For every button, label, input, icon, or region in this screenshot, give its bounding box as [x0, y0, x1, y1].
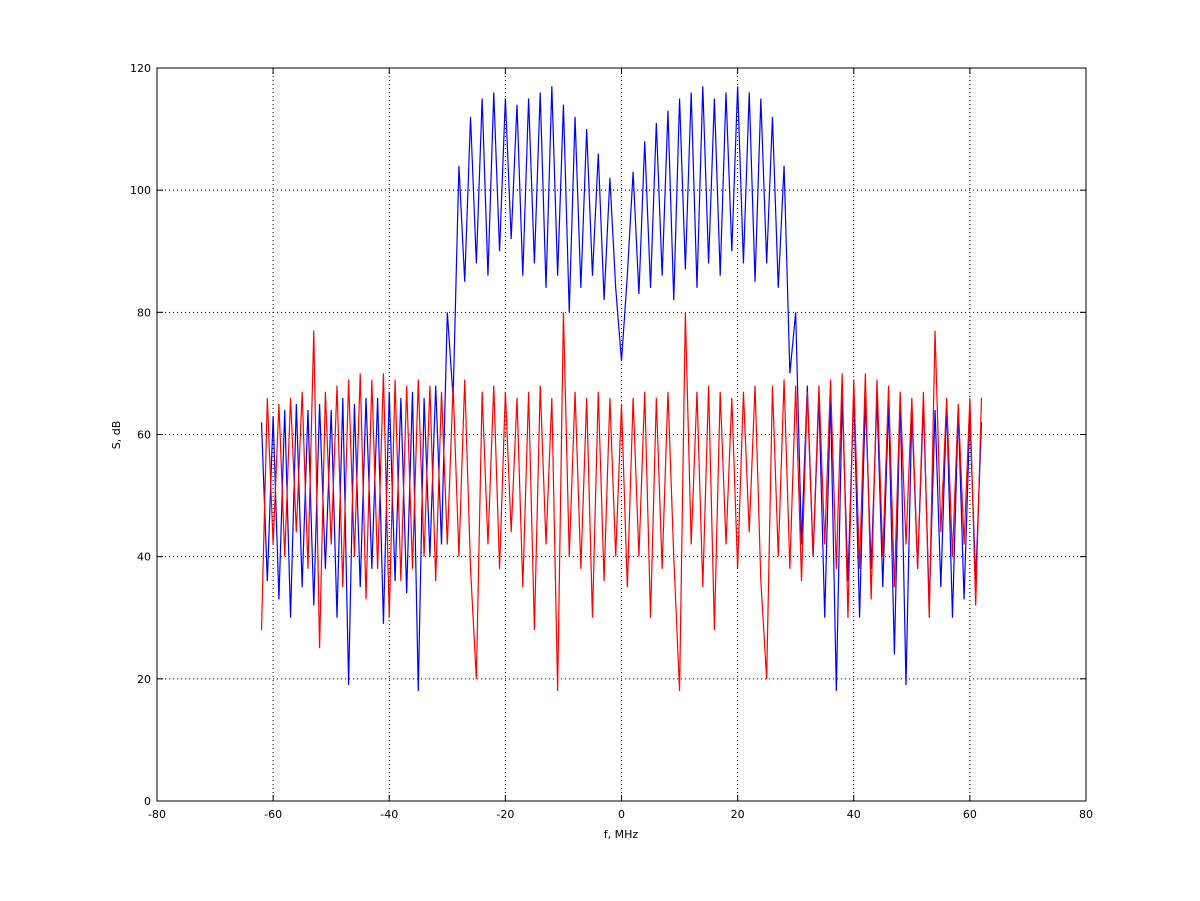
x-tick-label: 60 — [963, 808, 977, 821]
x-tick-label: 0 — [618, 808, 625, 821]
y-tick-label: 0 — [144, 795, 151, 808]
x-tick-label: -40 — [380, 808, 398, 821]
x-axis-label: f, MHz — [604, 828, 639, 841]
x-tick-label: -80 — [148, 808, 166, 821]
x-tick-label: -20 — [496, 808, 514, 821]
x-tick-label: 20 — [731, 808, 745, 821]
y-tick-label: 100 — [130, 184, 151, 197]
y-tick-label: 20 — [137, 673, 151, 686]
y-tick-label: 80 — [137, 306, 151, 319]
series-line — [260, 86, 983, 692]
series-line — [260, 312, 983, 692]
y-tick-label: 60 — [137, 429, 151, 442]
x-tick-label: 40 — [847, 808, 861, 821]
y-axis-label: S, dB — [110, 421, 123, 450]
x-tick-label: 80 — [1079, 808, 1093, 821]
x-tick-label: -60 — [264, 808, 282, 821]
plot-frame — [156, 67, 1087, 802]
y-tick-label: 40 — [137, 551, 151, 564]
y-tick-label: 120 — [130, 62, 151, 75]
